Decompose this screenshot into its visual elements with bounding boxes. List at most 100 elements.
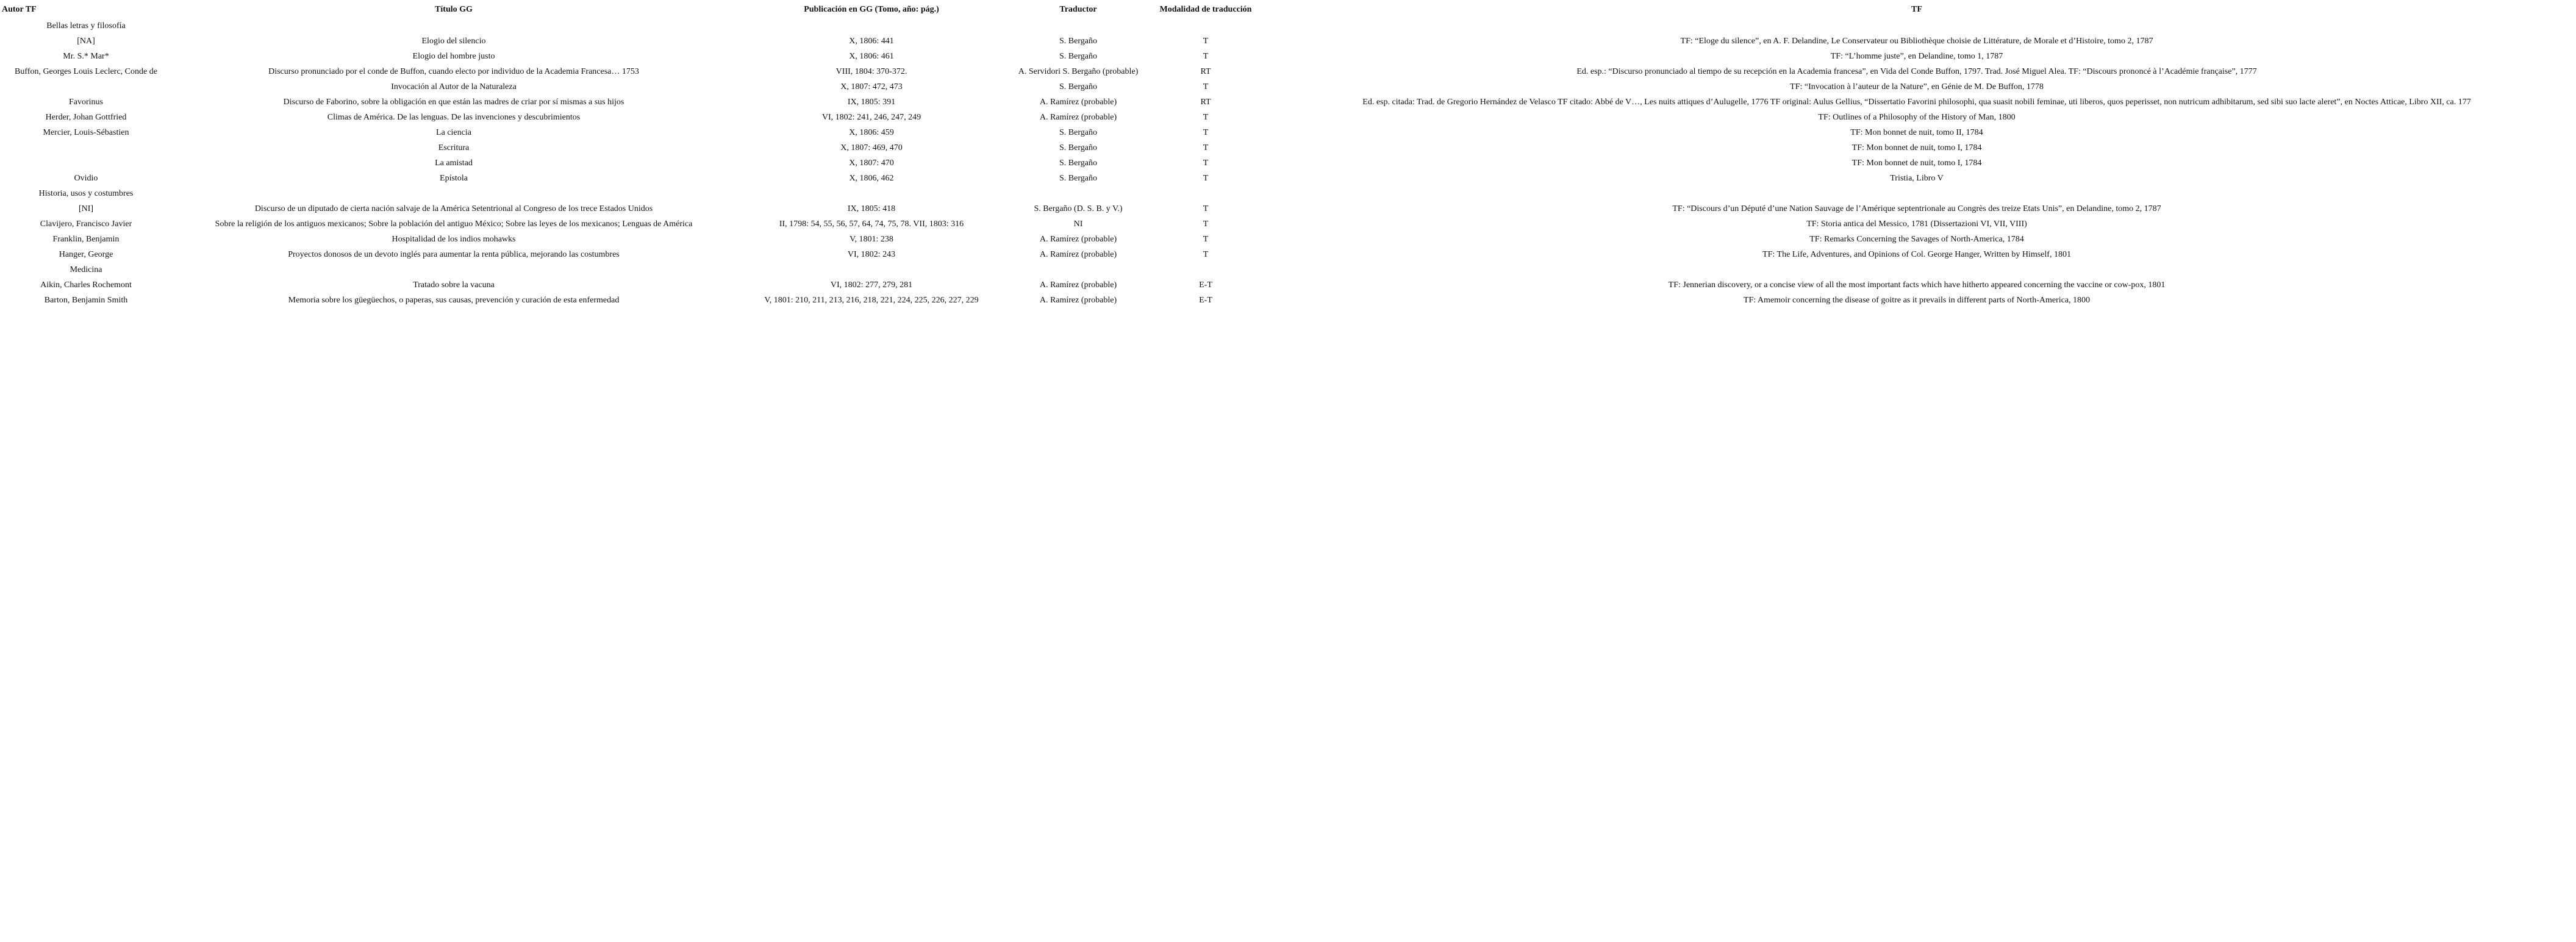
cell-translation-mode (1149, 18, 1262, 34)
column-header-author: Autor TF (2, 5, 37, 14)
cell-translator: A. Ramírez (probable) (1039, 234, 1117, 244)
table-row: Herder, Johan Gottfried Climas de América… (0, 110, 2571, 125)
table-row: Mercier, Louis-Sébastien La ciencia X, 180… (0, 125, 2571, 140)
cell-tf: TF: “Invocation à l’auteur de la Nature”… (1790, 82, 2044, 91)
cell-tf: TF: Jennerian discovery, or a concise vi… (1668, 280, 2166, 290)
table-row: La amistad X, 1807: 470 S. Bergaño T TF: Mon… (0, 155, 2571, 171)
table-row: Ovidio Epístola X, 1806, 462 S. Bergaño T Tri… (0, 171, 2571, 186)
cell-tf: TF: Mon bonnet de nuit, tomo I, 1784 (1852, 143, 1982, 152)
cell-publication: X, 1806, 462 (849, 173, 894, 183)
cell-tf: TF: “Eloge du silence”, en A. F. Delandi… (1680, 36, 2153, 46)
column-header-tf: TF (1911, 5, 1922, 14)
table-row: Clavijero, Francisco Javier Sobre la reli… (0, 216, 2571, 232)
cell-title-gg: Climas de América. De las lenguas. De la… (327, 112, 581, 122)
cell-title-gg: Elogio del silencio (421, 36, 486, 46)
cell-translation-mode: E-T (1199, 295, 1212, 305)
cell-tf: TF: Outlines of a Philosophy of the Hist… (1818, 112, 2016, 122)
cell-publication: VI, 1802: 241, 246, 247, 249 (821, 112, 921, 122)
cell-title-gg: Sobre la religión de los antiguos mexica… (215, 219, 693, 229)
cell-publication (735, 186, 1007, 201)
cell-title-gg: Invocación al Autor de la Naturaleza (391, 82, 517, 91)
cell-publication: X, 1807: 472, 473 (840, 82, 903, 91)
cell-title-gg (172, 186, 735, 201)
cell-author: Buffon, Georges Louis Leclerc, Conde de (15, 66, 157, 76)
cell-title-gg: Discurso de Faborino, sobre la obligació… (283, 97, 624, 107)
cell-translator: S. Bergaño (1059, 143, 1097, 152)
cell-translation-mode: T (1203, 143, 1209, 152)
cell-translation-mode: T (1203, 112, 1209, 122)
cell-tf: TF: “Discours d’un Député d’une Nation S… (1672, 204, 2161, 213)
cell-title-gg: Discurso de un diputado de cierta nación… (254, 204, 653, 213)
cell-tf: TF: Mon bonnet de nuit, tomo I, 1784 (1852, 158, 1982, 168)
cell-publication: II, 1798: 54, 55, 56, 57, 64, 74, 75, 78… (779, 219, 964, 229)
cell-tf: TF: Storia antica del Messico, 1781 (Dis… (1806, 219, 2027, 229)
cell-title-gg (172, 18, 735, 34)
cell-translation-mode: E-T (1199, 280, 1212, 290)
section-label: Bellas letras y filosofía (46, 21, 126, 30)
cell-translation-mode: RT (1200, 97, 1211, 107)
table-row: Escritura X, 1807: 469, 470 S. Bergaño T TF:… (0, 140, 2571, 155)
cell-translation-mode: T (1203, 234, 1209, 244)
cell-translation-mode: T (1203, 36, 1209, 46)
cell-translator: S. Bergaño (1059, 173, 1097, 183)
cell-publication: IX, 1805: 418 (847, 204, 896, 213)
cell-translator (1007, 262, 1149, 277)
table-header-row: Autor TF Título GG Publicación en GG (Tomo… (0, 1, 2571, 18)
cell-tf (1262, 262, 2571, 277)
cell-author (0, 140, 172, 155)
cell-title-gg (172, 262, 735, 277)
table-row: Buffon, Georges Louis Leclerc, Conde de D… (0, 64, 2571, 79)
cell-author (0, 155, 172, 171)
cell-tf: Tristia, Libro V (1890, 173, 1944, 183)
table-row: [NI] Discurso de un diputado de cierta na… (0, 201, 2571, 216)
cell-publication: IX, 1805: 391 (847, 97, 896, 107)
cell-title-gg: La ciencia (436, 127, 471, 137)
cell-author: Franklin, Benjamin (52, 234, 120, 244)
cell-tf (1262, 18, 2571, 34)
cell-publication (735, 262, 1007, 277)
cell-author: [NI] (78, 204, 94, 213)
cell-translator (1007, 186, 1149, 201)
cell-translation-mode: T (1203, 51, 1209, 61)
column-header-title-gg: Título GG (435, 5, 473, 14)
table-row: Hanger, George Proyectos donosos de un de… (0, 247, 2571, 262)
cell-translator: S. Bergaño (1059, 82, 1097, 91)
section-row: Medicina (0, 262, 2571, 277)
cell-translator: S. Bergaño (1059, 127, 1097, 137)
cell-tf: TF: Remarks Concerning the Savages of No… (1809, 234, 2024, 244)
cell-publication (735, 18, 1007, 34)
cell-title-gg: Memoria sobre los güegüechos, o paperas,… (288, 295, 620, 305)
section-label: Medicina (70, 265, 102, 274)
cell-tf: TF: The Life, Adventures, and Opinions o… (1762, 249, 2071, 259)
cell-translation-mode: T (1203, 249, 1209, 259)
cell-publication: X, 1807: 469, 470 (840, 143, 903, 152)
cell-title-gg: Hospitalidad de los indios mohawks (392, 234, 516, 244)
cell-tf: TF: Amemoir concerning the disease of go… (1743, 295, 2091, 305)
cell-title-gg: La amistad (435, 158, 473, 168)
table-row: Invocación al Autor de la Naturaleza X, 1… (0, 79, 2571, 95)
cell-publication: X, 1806: 461 (849, 51, 894, 61)
cell-publication: V, 1801: 210, 211, 213, 216, 218, 221, 2… (764, 295, 979, 305)
cell-author (0, 79, 172, 95)
cell-translation-mode: T (1203, 158, 1209, 168)
cell-translator: A. Ramírez (probable) (1039, 112, 1117, 122)
cell-translation-mode (1149, 186, 1262, 201)
cell-translation-mode: RT (1200, 66, 1211, 76)
cell-translator: S. Bergaño (1059, 51, 1097, 61)
cell-title-gg: Discurso pronunciado por el conde de Buf… (268, 66, 639, 76)
cell-author: Favorinus (69, 97, 103, 107)
translations-table: Autor TF Título GG Publicación en GG (Tomo… (0, 1, 2571, 308)
cell-tf (1262, 186, 2571, 201)
cell-translation-mode: T (1203, 219, 1209, 229)
cell-translator: A. Ramírez (probable) (1039, 295, 1117, 305)
cell-translator: S. Bergaño (1059, 36, 1097, 46)
cell-translation-mode: T (1203, 127, 1209, 137)
cell-publication: X, 1806: 441 (849, 36, 894, 46)
cell-title-gg: Escritura (438, 143, 470, 152)
cell-title-gg: Tratado sobre la vacuna (413, 280, 495, 290)
cell-author: Ovidio (74, 173, 98, 183)
column-header-translation-mode: Modalidad de traducción (1159, 5, 1252, 14)
column-header-publication: Publicación en GG (Tomo, año: pág.) (804, 5, 939, 14)
cell-title-gg: Elogio del hombre justo (412, 51, 495, 61)
cell-translator: NI (1073, 219, 1083, 229)
